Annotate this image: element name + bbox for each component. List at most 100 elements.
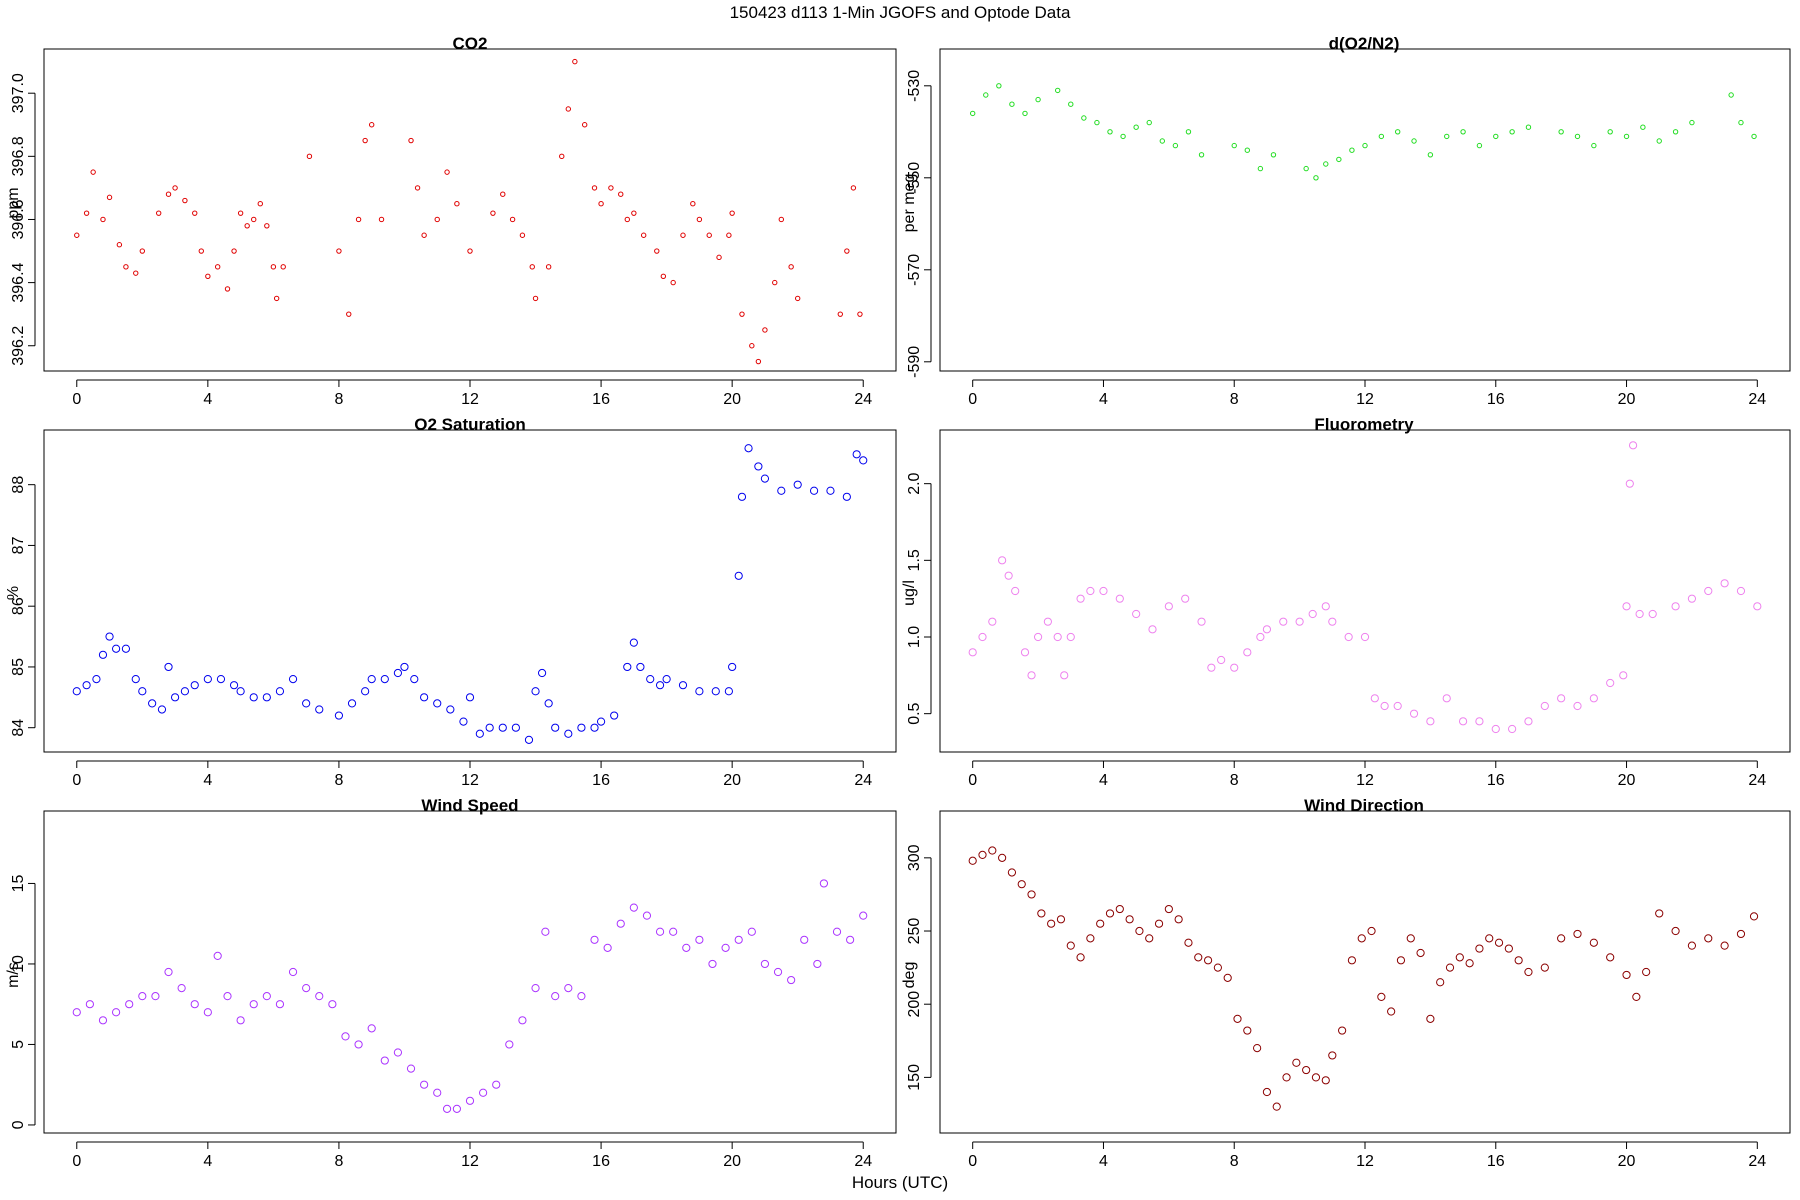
do2n2-y-tick-label: -530 (906, 70, 923, 102)
fluor-point (1736, 586, 1746, 596)
co2-point (434, 216, 440, 223)
o2sat-point (203, 674, 212, 684)
wspd-point (564, 984, 573, 993)
fluor-x-tick-label: 12 (1356, 772, 1374, 789)
do2n2-point (1574, 133, 1581, 140)
wdir-point (1076, 953, 1085, 962)
o2sat-point (72, 687, 81, 696)
co2-point (608, 185, 614, 191)
do2n2-point (1146, 119, 1152, 126)
wdir-x-tick-label: 16 (1487, 1153, 1505, 1170)
o2sat-point (754, 462, 763, 471)
o2sat-point (636, 662, 645, 672)
wdir-ylabel: deg (901, 962, 918, 989)
fluor-point (1619, 671, 1628, 680)
co2-point (224, 286, 231, 292)
do2n2-x-tick-label: 20 (1618, 391, 1636, 408)
co2-y-tick-label: 396.6 (10, 199, 27, 239)
o2sat-point (459, 717, 468, 726)
o2sat-point (262, 693, 271, 702)
do2n2-point (1509, 129, 1515, 135)
wdir-point (1066, 941, 1075, 950)
co2-point (529, 264, 535, 270)
co2-point (346, 311, 352, 317)
wspd-point (819, 879, 829, 888)
wdir-point (1416, 948, 1425, 958)
wdir-point (1174, 915, 1183, 924)
wdir-point (1720, 941, 1729, 950)
co2-point (591, 185, 598, 191)
do2n2-point (1378, 133, 1385, 140)
wspd-point (800, 935, 809, 944)
o2sat-point (111, 644, 121, 653)
o2sat-point (180, 687, 190, 696)
wspd-x-tick-label: 12 (461, 1153, 479, 1170)
co2-point (794, 295, 801, 302)
o2sat-x-axis: 0 4 8 12 16 20 24 (72, 760, 872, 789)
do2n2-point (1738, 119, 1744, 126)
co2-point (755, 358, 762, 365)
co2-point (716, 254, 722, 261)
do2n2-x-tick-label: 12 (1356, 391, 1374, 408)
o2sat-point (737, 492, 747, 501)
fluor-point (1115, 594, 1124, 603)
fluor-x-tick-label: 24 (1748, 772, 1766, 789)
wspd-point (98, 1016, 108, 1025)
co2-point (762, 327, 768, 333)
o2sat-point (131, 674, 140, 684)
do2n2-point (1728, 92, 1734, 98)
wdir-point (1203, 956, 1213, 965)
fluor-y-tick-label: 0.5 (906, 702, 923, 724)
o2sat-point (842, 492, 851, 501)
co2-point (362, 137, 368, 144)
wdir-point (1557, 934, 1566, 943)
wdir-point (1262, 1087, 1272, 1097)
co2-point (155, 210, 162, 216)
o2sat-point (793, 480, 802, 489)
do2n2-x-tick-label: 16 (1487, 391, 1505, 408)
fluor-x-tick-label: 8 (1230, 772, 1239, 789)
wdir-x-tick-label: 12 (1356, 1153, 1374, 1170)
wspd-x-tick-label: 20 (723, 1153, 741, 1170)
wdir-point (1687, 941, 1697, 950)
wspd-x-tick-label: 0 (72, 1153, 81, 1170)
wspd-point (420, 1080, 429, 1089)
fluor-point (1589, 694, 1598, 703)
co2-point (559, 153, 565, 160)
fluor-point (1409, 709, 1419, 718)
wdir-point (988, 846, 997, 855)
do2n2-point (996, 83, 1002, 89)
co2-title: CO2 (453, 34, 488, 53)
co2-point (654, 248, 660, 254)
wdir-point (1292, 1058, 1301, 1067)
wdir-point (1524, 967, 1533, 977)
o2sat-point (216, 674, 226, 684)
o2sat-point (610, 711, 619, 720)
o2sat-point (511, 723, 520, 732)
o2sat-point (465, 693, 475, 702)
wdir-point (1253, 1044, 1262, 1053)
wdir-point (1367, 926, 1376, 936)
co2-point (264, 223, 270, 229)
o2sat-point (229, 681, 239, 690)
o2sat-point (537, 668, 547, 678)
co2-point (618, 191, 624, 197)
co2-point (421, 232, 427, 238)
co2-point (788, 264, 794, 270)
o2sat-title: O2 Saturation (414, 415, 525, 434)
do2n2-point (1349, 147, 1355, 153)
wspd-point (164, 967, 173, 977)
co2-x-tick-label: 20 (723, 391, 741, 408)
co2-point (572, 58, 578, 65)
o2sat-point (433, 699, 442, 708)
wspd-y-tick-label: 10 (10, 955, 27, 973)
o2sat-ylabel: % (5, 586, 22, 600)
wspd-point (760, 959, 770, 969)
o2sat-y-axis: 84 85 86 87 88 (10, 476, 36, 737)
do2n2-y-tick-label: -570 (906, 254, 923, 286)
co2-point (467, 248, 473, 254)
wdir-point (1213, 963, 1222, 972)
fluor-point (1687, 594, 1697, 603)
wspd-point (85, 1000, 94, 1009)
co2-point (273, 295, 280, 302)
